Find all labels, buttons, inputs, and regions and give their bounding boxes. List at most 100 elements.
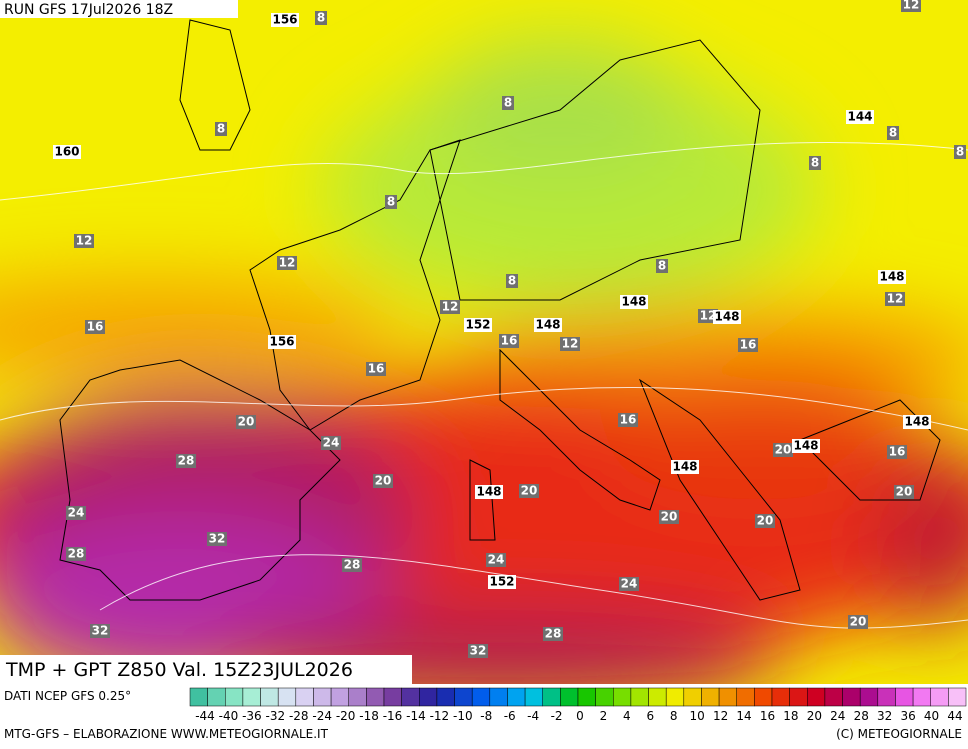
- color-swatch: [754, 687, 773, 707]
- temperature-label: 8: [217, 122, 225, 136]
- height-label: 148: [714, 310, 739, 324]
- color-swatch: [613, 687, 632, 707]
- color-swatch: [807, 687, 826, 707]
- color-swatch: [242, 687, 261, 707]
- color-swatch: [789, 687, 808, 707]
- temperature-label-box: [176, 454, 196, 468]
- color-swatch: [507, 687, 526, 707]
- temperature-label-box: [887, 126, 899, 140]
- color-swatch: [560, 687, 579, 707]
- height-label-box: [878, 270, 906, 284]
- temperature-label: 8: [956, 145, 964, 159]
- credit: MTG-GFS – ELABORAZIONE WWW.METEOGIORNALE…: [4, 727, 329, 741]
- run-info: RUN GFS 17Jul2026 18Z: [4, 2, 173, 18]
- height-label-box: [792, 439, 820, 453]
- temperature-label: 32: [209, 532, 226, 546]
- height-label: 148: [904, 415, 929, 429]
- scale-label: 20: [807, 709, 822, 723]
- temperature-label: 32: [92, 624, 109, 638]
- height-label: 160: [54, 145, 79, 159]
- scale-label: 12: [713, 709, 728, 723]
- height-label: 148: [535, 318, 560, 332]
- temperature-label: 20: [521, 484, 538, 498]
- header-box: [0, 0, 238, 18]
- temperature-label: 20: [375, 474, 392, 488]
- color-swatch: [648, 687, 667, 707]
- height-label-box: [620, 295, 648, 309]
- height-label: 152: [489, 575, 514, 589]
- temperature-label-box: [373, 474, 393, 488]
- color-swatch: [471, 687, 491, 707]
- color-swatch: [665, 687, 685, 707]
- temperature-label-box: [659, 510, 679, 524]
- height-label-box: [475, 485, 503, 499]
- height-label: 148: [879, 270, 904, 284]
- color-swatch: [207, 687, 226, 707]
- height-label: 148: [793, 439, 818, 453]
- scale-label: -8: [480, 709, 492, 723]
- temperature-label-box: [385, 195, 397, 209]
- temperature-label: 16: [368, 362, 385, 376]
- scale-label: -28: [289, 709, 309, 723]
- temperature-label-box: [519, 484, 539, 498]
- height-label-box: [271, 13, 299, 27]
- temperature-label: 28: [178, 454, 195, 468]
- temperature-label: 16: [889, 445, 906, 459]
- height-label-box: [268, 335, 296, 349]
- height-label-box: [488, 575, 516, 589]
- temperature-label-box: [215, 122, 227, 136]
- color-swatch: [489, 687, 508, 707]
- temperature-label: 20: [850, 615, 867, 629]
- color-swatch: [330, 687, 349, 707]
- color-swatch: [295, 687, 314, 707]
- temperature-label-box: [342, 558, 362, 572]
- temperature-label: 12: [562, 337, 579, 351]
- temperature-label: 16: [87, 320, 104, 334]
- temperature-label: 8: [317, 11, 325, 25]
- scale-label: 36: [900, 709, 915, 723]
- scale-label: 28: [854, 709, 869, 723]
- scale-label: -16: [383, 709, 403, 723]
- data-source: DATI NCEP GFS 0.25°: [4, 689, 131, 703]
- height-label-box: [464, 318, 492, 332]
- temperature-label: 8: [889, 126, 897, 140]
- temperature-label-box: [809, 156, 821, 170]
- temperature-label-box: [954, 145, 966, 159]
- temperature-label: 8: [508, 274, 516, 288]
- height-label: 156: [269, 335, 294, 349]
- temperature-label-box: [366, 362, 386, 376]
- scale-label: 8: [670, 709, 678, 723]
- temperature-label-box: [560, 337, 580, 351]
- scale-label: 40: [924, 709, 939, 723]
- scale-label: -24: [312, 709, 332, 723]
- scale-label: -14: [406, 709, 426, 723]
- temperature-label-box: [755, 514, 775, 528]
- copyright: (C) METEOGIORNALE: [836, 727, 962, 741]
- color-swatch: [419, 687, 438, 707]
- temperature-label: 16: [740, 338, 757, 352]
- scale-label: -10: [453, 709, 473, 723]
- temperature-label: 20: [238, 415, 255, 429]
- temperature-label-box: [499, 334, 519, 348]
- scale-label: -32: [266, 709, 286, 723]
- temperature-label-box: [887, 445, 907, 459]
- temperature-label: 12: [76, 234, 93, 248]
- height-label-box: [846, 110, 874, 124]
- temperature-label: 24: [488, 553, 505, 567]
- temperature-label-box: [468, 644, 488, 658]
- temperature-label: 24: [323, 436, 340, 450]
- temperature-label-box: [848, 615, 868, 629]
- height-label-box: [903, 415, 931, 429]
- color-swatch: [736, 687, 755, 707]
- color-swatch: [895, 687, 914, 707]
- temperature-label: 32: [470, 644, 487, 658]
- map-title: TMP + GPT Z850 Val. 15Z23JUL2026: [5, 659, 353, 681]
- temperature-label-box: [90, 624, 110, 638]
- color-swatch: [912, 687, 931, 707]
- scale-label: -18: [359, 709, 379, 723]
- temperature-label-box: [894, 485, 914, 499]
- temperature-label: 16: [620, 413, 637, 427]
